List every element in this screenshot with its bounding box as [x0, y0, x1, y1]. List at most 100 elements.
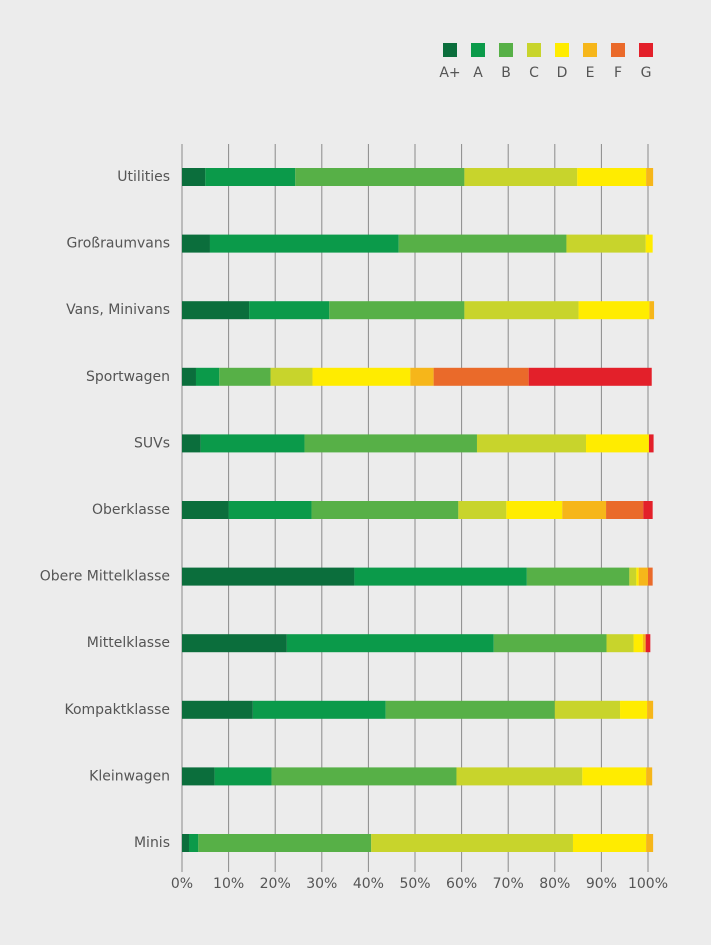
bar-segment — [554, 700, 621, 719]
bar-segment — [182, 834, 189, 852]
bar-segment — [312, 367, 411, 386]
x-tick-label: 20% — [260, 876, 291, 892]
bar-segment — [354, 567, 527, 586]
y-tick-label: SUVs — [134, 435, 170, 451]
bar-segment — [646, 168, 654, 186]
bar-segment — [646, 834, 654, 852]
y-tick-label: Minis — [134, 835, 170, 851]
legend-swatch — [443, 43, 457, 57]
bar-segment — [458, 501, 507, 519]
bar-segment — [209, 234, 399, 253]
legend-swatch — [527, 43, 541, 57]
bar-segment — [295, 168, 465, 186]
bar-segment — [182, 634, 287, 653]
x-tick-label: 30% — [306, 876, 337, 892]
bar-segment — [205, 168, 296, 186]
bar-segment — [645, 234, 653, 253]
bar-segment — [642, 634, 646, 653]
bar-segment — [182, 434, 201, 453]
bar-segment — [410, 367, 434, 386]
legend-label: D — [557, 65, 568, 81]
bar-segment — [456, 767, 583, 786]
legend-label: A — [473, 65, 483, 81]
bar-segment — [646, 767, 653, 786]
y-tick-label: Sportwagen — [86, 369, 170, 385]
bar-segment — [577, 168, 647, 186]
bar-segment — [286, 634, 494, 653]
bar-segment — [200, 434, 305, 453]
bar-segment — [182, 700, 253, 719]
bar-segment — [633, 634, 643, 653]
bar-segment — [464, 168, 578, 186]
legend-swatch — [583, 43, 597, 57]
bar-segment — [643, 501, 653, 519]
bar-segment — [638, 567, 648, 586]
x-tick-label: 80% — [539, 876, 570, 892]
bar-segment — [252, 700, 386, 719]
x-tick-label: 90% — [586, 876, 617, 892]
y-tick-label: Großraumvans — [66, 236, 170, 252]
bar-segment — [645, 634, 651, 653]
x-tick-label: 60% — [446, 876, 477, 892]
bar-segment — [629, 567, 637, 586]
legend-label: F — [614, 65, 622, 81]
bar-segment — [528, 367, 652, 386]
legend-label: B — [501, 65, 511, 81]
y-tick-label: Utilities — [117, 169, 170, 185]
legend-swatch — [555, 43, 569, 57]
bar-segment — [476, 434, 587, 453]
bar-segment — [433, 367, 529, 386]
bar-segment — [198, 834, 372, 852]
legend-label: E — [586, 65, 595, 81]
bar-segment — [647, 700, 654, 719]
bar-segment — [398, 234, 567, 253]
legend-label: G — [641, 65, 652, 81]
bar-segment — [464, 301, 579, 320]
bar-segment — [385, 700, 555, 719]
legend-swatch — [471, 43, 485, 57]
bar-segment — [562, 501, 607, 519]
y-tick-label: Kleinwagen — [89, 768, 170, 784]
x-tick-label: 100% — [628, 876, 668, 892]
x-tick-label: 0% — [171, 876, 193, 892]
bar-segment — [182, 367, 196, 386]
legend-swatch — [639, 43, 653, 57]
bar-segment — [182, 567, 355, 586]
bar-segment — [182, 234, 210, 253]
legend-label: A+ — [439, 65, 460, 81]
bar-segment — [566, 234, 646, 253]
y-tick-label: Obere Mittelklasse — [40, 569, 170, 585]
x-tick-label: 10% — [213, 876, 244, 892]
legend-label: C — [529, 65, 539, 81]
bar-segment — [271, 767, 457, 786]
bar-segment — [493, 634, 607, 653]
y-tick-label: Kompaktklasse — [64, 702, 170, 718]
bar-segment — [182, 301, 250, 320]
bar-segment — [214, 767, 272, 786]
bar-segment — [506, 501, 563, 519]
bar-segment — [606, 501, 644, 519]
bar-segment — [182, 168, 206, 186]
bar-segment — [371, 834, 573, 852]
bar-segment — [606, 634, 634, 653]
bar-segment — [636, 567, 639, 586]
bar-segment — [228, 501, 312, 519]
bar-segment — [586, 434, 649, 453]
bar-segment — [182, 501, 229, 519]
bar-segment — [182, 767, 215, 786]
bar-segment — [304, 434, 477, 453]
bar-segment — [188, 834, 199, 852]
bar-segment — [648, 434, 654, 453]
bar-segment — [578, 301, 650, 320]
bar-segment — [620, 700, 648, 719]
bar-segment — [270, 367, 313, 386]
x-tick-label: 40% — [353, 876, 384, 892]
legend-swatch — [611, 43, 625, 57]
bar-segment — [329, 301, 465, 320]
bar-segment — [582, 767, 647, 786]
y-tick-label: Mittelklasse — [87, 635, 170, 651]
y-tick-label: Oberklasse — [92, 502, 170, 518]
x-tick-label: 70% — [493, 876, 524, 892]
bar-segment — [219, 367, 271, 386]
